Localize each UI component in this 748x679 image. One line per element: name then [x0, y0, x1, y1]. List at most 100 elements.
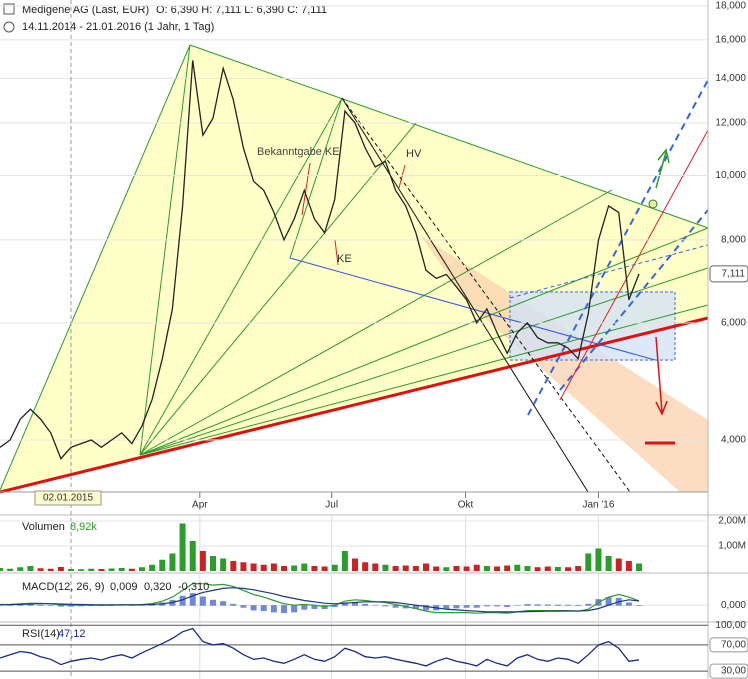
title: Medigene AG (Last, EUR): [22, 4, 149, 16]
x-tick-label: Okt: [458, 500, 474, 511]
arrow: [655, 336, 668, 416]
volume-bar: [311, 566, 318, 571]
volume-bar: [504, 565, 511, 571]
volume-bar: [179, 523, 186, 571]
histogram-bar: [524, 604, 531, 606]
marker: [648, 199, 658, 209]
histogram-bar: [331, 605, 338, 608]
y-tick-label: 18,000: [715, 1, 746, 12]
fan-line: [0, 44, 191, 491]
volume-bar: [585, 553, 592, 571]
x-tick-label: Jan '16: [582, 500, 614, 511]
volume-bar: [362, 562, 369, 571]
volume-bar: [270, 563, 277, 571]
volume-bar: [625, 561, 632, 571]
histogram-bar: [341, 603, 348, 606]
histogram-bar: [352, 602, 359, 606]
trend-line: [341, 97, 631, 493]
volume-bar: [433, 566, 440, 571]
histogram-bar: [57, 605, 64, 607]
y-tick-label: 30,00: [721, 666, 746, 677]
volume-bar: [524, 566, 531, 571]
fan-line: [139, 44, 191, 456]
fan-line: [139, 97, 343, 456]
volume-bar: [118, 568, 125, 571]
panel-value: 47,12: [58, 628, 86, 640]
trend-line: [341, 97, 589, 493]
volume-bar: [483, 566, 490, 571]
annotation: HV: [406, 148, 422, 160]
volume-bar: [108, 568, 115, 571]
drawings: [0, 44, 709, 494]
volume-bar: [240, 562, 247, 571]
macd-line: [0, 587, 640, 613]
histogram-bar: [473, 605, 480, 608]
volume-bar: [615, 558, 622, 571]
volume-bar: [47, 568, 54, 571]
volume-bar: [494, 566, 501, 571]
histogram-bar: [605, 597, 612, 606]
volume-bar: [402, 565, 409, 571]
y-tick-label: 4,000: [721, 435, 746, 446]
volume-bar: [412, 566, 419, 571]
volume-bar: [605, 556, 612, 571]
volume-bar: [301, 563, 308, 571]
volume-bar: [534, 567, 541, 571]
histogram-bar: [250, 605, 257, 611]
range: 14.11.2014 - 21.01.2016 (1 Jahr, 1 Tag): [22, 21, 214, 33]
panel-title: RSI(14): [22, 628, 60, 640]
panel-value: -0,310: [178, 581, 209, 593]
volume-bar: [250, 563, 257, 571]
fan-area: [0, 45, 708, 492]
histogram-bar: [514, 605, 521, 606]
histogram-bar: [118, 605, 125, 606]
histogram-bar: [534, 604, 541, 606]
annotation: Bekanntgabe KE: [257, 146, 340, 158]
volume-bar: [17, 567, 24, 571]
histogram-bar: [362, 603, 369, 606]
icon: [3, 3, 15, 15]
arrow: [655, 148, 670, 189]
trend-line: [559, 129, 709, 401]
volume-bar: [7, 568, 14, 571]
histogram-bar: [575, 605, 582, 606]
volume-bar: [372, 563, 379, 571]
histogram-bar: [585, 603, 592, 606]
histogram-bar: [68, 605, 75, 607]
y-tick-label: 70,00: [721, 640, 746, 651]
trend-line: [289, 257, 656, 361]
histogram-bar: [260, 605, 267, 612]
histogram-bar: [179, 595, 186, 606]
price-line: [0, 60, 640, 460]
histogram-bar: [412, 605, 419, 610]
panel-value: 0,009: [110, 581, 138, 593]
histogram-bar: [372, 605, 379, 606]
fan-line: [189, 44, 709, 229]
histogram-bar: [636, 605, 643, 606]
channel-line: [509, 244, 709, 299]
annotation: KE: [337, 253, 352, 265]
fan-line: [139, 304, 709, 456]
panel-value: 8,92k: [70, 521, 97, 533]
volume-bar: [423, 563, 430, 571]
histogram-bar: [37, 604, 44, 606]
volume-bar: [382, 564, 389, 571]
y-tick-label: 8,000: [721, 235, 746, 246]
volume-bar: [139, 567, 146, 571]
last-box: [709, 265, 748, 283]
volume-bar: [88, 568, 95, 571]
histogram-bar: [463, 605, 470, 608]
histogram-bar: [230, 603, 237, 606]
channel: [420, 235, 708, 492]
volume-bar: [352, 558, 359, 571]
histogram-bar: [504, 605, 511, 608]
volume-bar: [575, 566, 582, 571]
volume-bar: [37, 568, 44, 571]
histogram-bar: [453, 605, 460, 609]
histogram-bar: [392, 605, 399, 608]
histogram-bar: [270, 605, 277, 613]
histogram-bar: [189, 593, 196, 606]
volume-bar: [281, 566, 288, 571]
y-tick-label: 6,000: [721, 318, 746, 329]
